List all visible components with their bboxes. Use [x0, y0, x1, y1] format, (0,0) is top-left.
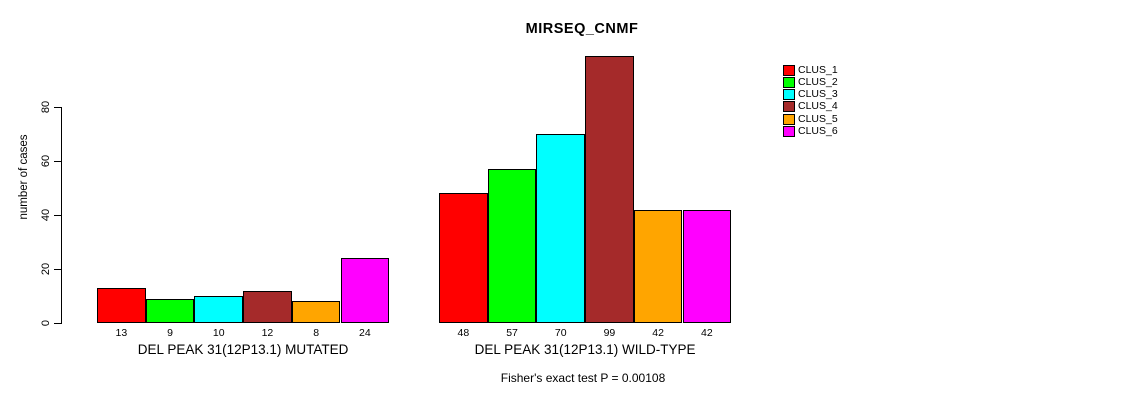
legend-label-clus_1: CLUS_1	[798, 63, 838, 76]
bar-clus_5	[633, 209, 683, 323]
legend-label-clus_5: CLUS_5	[798, 112, 838, 125]
y-tick-label: 40	[40, 208, 52, 222]
y-tick-mark	[54, 215, 61, 216]
fisher-test-annotation: Fisher's exact test P = 0.00108	[500, 371, 666, 385]
bar-value-label: 9	[167, 327, 173, 339]
y-tick-label: 20	[40, 262, 52, 276]
legend-swatch-clus_1	[783, 64, 795, 76]
bar-clus_3	[194, 296, 244, 323]
bar-clus_2	[487, 169, 537, 323]
bar-clus_2	[145, 298, 195, 323]
bar-value-label: 10	[212, 327, 225, 339]
bar-value-label: 48	[457, 327, 470, 339]
bar-value-label: 70	[554, 327, 567, 339]
bar-clus_1	[97, 287, 146, 323]
legend-label-clus_6: CLUS_6	[798, 125, 838, 137]
y-tick-mark	[54, 323, 61, 324]
y-axis-label: number of cases	[18, 134, 30, 220]
bar-clus_1	[439, 193, 488, 323]
legend-swatch-clus_5	[783, 113, 795, 125]
chart-title: MIRSEQ_CNMF	[525, 21, 639, 37]
legend-swatch-clus_4	[783, 101, 795, 113]
bar-value-label: 42	[652, 327, 664, 339]
legend-swatch-clus_2	[783, 76, 795, 88]
x-group-label: DEL PEAK 31(12P13.1) MUTATED	[137, 342, 349, 357]
bar-value-label: 99	[603, 327, 616, 339]
y-axis-line	[61, 107, 62, 324]
x-group-label: DEL PEAK 31(12P13.1) WILD-TYPE	[474, 342, 696, 357]
bar-value-label: 57	[506, 327, 518, 339]
y-tick-mark	[54, 107, 61, 108]
bar-clus_4	[243, 290, 292, 323]
y-tick-label: 0	[40, 319, 52, 327]
y-tick-mark	[54, 161, 61, 162]
legend-swatch-clus_3	[783, 89, 795, 101]
bar-value-label: 13	[115, 327, 128, 339]
bar-clus_6	[682, 209, 732, 323]
bar-clus_4	[585, 55, 634, 323]
bar-value-label: 24	[359, 327, 371, 339]
y-tick-label: 80	[40, 100, 52, 114]
y-tick-mark	[54, 269, 61, 270]
y-tick-label: 60	[40, 154, 52, 168]
bar-clus_3	[536, 134, 586, 323]
bar-value-label: 42	[701, 327, 713, 339]
legend-label-clus_3: CLUS_3	[798, 88, 838, 101]
bar-clus_6	[340, 258, 390, 323]
bar-value-label: 8	[313, 327, 320, 339]
bar-clus_5	[291, 301, 341, 323]
bar-value-label: 12	[261, 327, 274, 339]
legend-label-clus_4: CLUS_4	[798, 100, 838, 113]
legend-swatch-clus_6	[783, 126, 795, 137]
legend-label-clus_2: CLUS_2	[798, 75, 838, 88]
